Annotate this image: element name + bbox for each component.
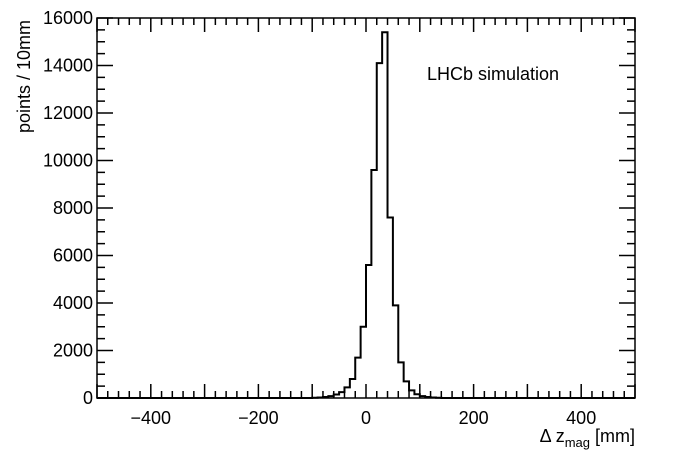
- y-tick-label: 14000: [43, 56, 93, 76]
- y-tick-labels: 0 2000 4000 6000 8000 10000 12000 14000 16000: [43, 8, 93, 408]
- y-tick-label: 2000: [53, 341, 93, 361]
- x-tick-labels: −400 −200 0 200 400: [131, 408, 597, 428]
- y-tick-label: 6000: [53, 246, 93, 266]
- histogram-outline: [97, 31, 635, 399]
- y-tick-label: 12000: [43, 103, 93, 123]
- y-axis-label: points / 10mm: [14, 20, 34, 133]
- y-tick-label: 16000: [43, 8, 93, 28]
- x-tick-label: −400: [131, 408, 172, 428]
- x-axis-label-main: Δ z: [540, 426, 565, 446]
- y-tick-label: 0: [83, 388, 93, 408]
- x-axis-label-subscript: mag: [565, 435, 590, 450]
- x-tick-label: 0: [361, 408, 371, 428]
- x-tick-label: 400: [566, 408, 596, 428]
- y-tick-label: 8000: [53, 198, 93, 218]
- y-tick-label: 10000: [43, 151, 93, 171]
- x-axis-label: Δ zmag [mm]: [540, 426, 635, 450]
- y-axis-ticks: [97, 17, 635, 399]
- x-axis-label-unit: [mm]: [590, 426, 635, 446]
- x-tick-label: −200: [238, 408, 279, 428]
- x-tick-label: 200: [459, 408, 489, 428]
- annotation-lhcb-simulation: LHCb simulation: [427, 64, 559, 84]
- y-tick-label: 4000: [53, 293, 93, 313]
